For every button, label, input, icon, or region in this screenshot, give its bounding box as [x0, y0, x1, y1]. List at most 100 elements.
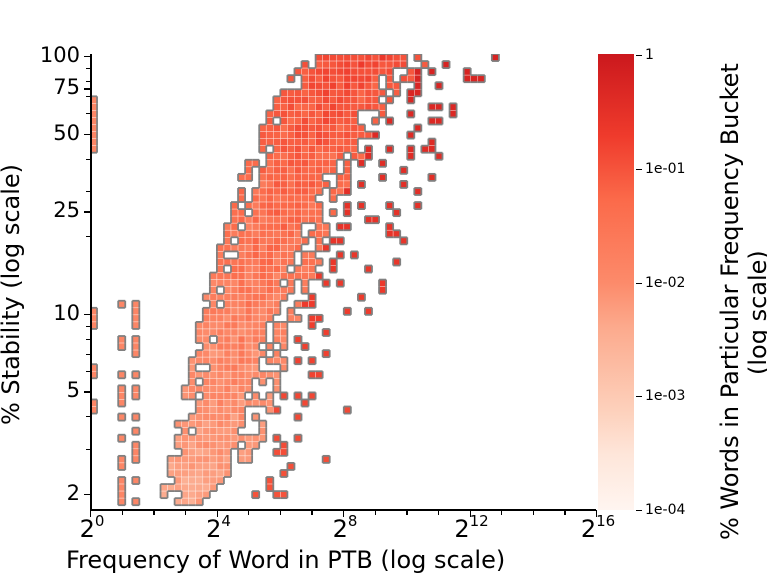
heatmap-cell — [265, 251, 274, 259]
heatmap-cell — [350, 145, 359, 154]
heatmap-cell — [167, 483, 175, 492]
heatmap-cell — [294, 434, 302, 443]
y-minor-tick — [86, 416, 90, 418]
heatmap-cell — [258, 314, 267, 323]
heatmap-cell — [181, 434, 190, 443]
heatmap-cell — [223, 258, 232, 266]
heatmap-cell — [265, 300, 274, 309]
heatmap-cell — [216, 265, 225, 273]
heatmap-cell — [117, 455, 126, 464]
heatmap-cell — [244, 448, 253, 457]
heatmap-cell — [230, 356, 239, 365]
heatmap-cell — [258, 138, 267, 146]
heatmap-cell — [273, 279, 281, 287]
heatmap-cell — [265, 117, 274, 125]
heatmap-cell — [336, 88, 345, 97]
colorbar-tick-label: 1e-04 — [645, 502, 686, 518]
heatmap-cell — [364, 215, 373, 224]
heatmap-cell — [216, 272, 225, 280]
heatmap-cell — [329, 81, 338, 90]
heatmap-cell — [223, 406, 232, 414]
heatmap-cell — [195, 385, 204, 393]
heatmap-cell — [131, 427, 140, 435]
heatmap-cell — [280, 286, 288, 294]
heatmap-cell — [117, 476, 126, 485]
heatmap-cell — [216, 321, 225, 330]
heatmap-cell — [244, 342, 253, 351]
heatmap-cell — [287, 237, 295, 245]
heatmap-cell — [329, 194, 338, 203]
heatmap-cell — [174, 469, 182, 478]
y-tick-label: 5 — [66, 378, 80, 403]
heatmap-cell — [308, 201, 316, 210]
heatmap-cell — [322, 60, 330, 69]
heatmap-cell — [364, 88, 373, 97]
heatmap-cell — [131, 392, 140, 400]
heatmap-cell — [315, 173, 323, 182]
heatmap-cell — [315, 145, 323, 154]
heatmap-cell — [244, 321, 253, 330]
heatmap-cell — [364, 131, 373, 139]
heatmap-cell — [265, 180, 274, 189]
heatmap-cell — [280, 194, 288, 203]
y-minor-tick — [86, 113, 90, 115]
heatmap-cell — [273, 244, 281, 252]
y-tick-mark — [84, 133, 90, 135]
heatmap-cell — [216, 370, 225, 379]
heatmap-cell — [251, 251, 260, 259]
heatmap-cell — [237, 335, 246, 344]
heatmap-cell — [244, 356, 253, 365]
heatmap-cell — [385, 201, 394, 210]
colorbar-tick — [636, 55, 642, 56]
heatmap — [90, 54, 500, 507]
heatmap-cell — [265, 265, 274, 273]
heatmap-cell — [392, 54, 401, 62]
y-minor-tick — [86, 158, 90, 160]
heatmap-cell — [230, 342, 239, 351]
heatmap-cell — [399, 166, 408, 175]
heatmap-cell — [273, 307, 281, 316]
heatmap-cell — [181, 462, 190, 471]
heatmap-cell — [202, 441, 211, 450]
heatmap-cell — [251, 349, 260, 358]
heatmap-cell — [244, 258, 253, 266]
heatmap-cell — [357, 74, 366, 83]
heatmap-cell — [237, 342, 246, 351]
heatmap-cell — [251, 356, 260, 365]
heatmap-cell — [202, 462, 211, 471]
heatmap-cell — [258, 258, 267, 266]
heatmap-cell — [308, 251, 316, 259]
heatmap-cell — [336, 138, 345, 146]
x-tick-mark — [216, 510, 218, 517]
heatmap-cell — [385, 222, 394, 231]
heatmap-cell — [237, 356, 246, 365]
heatmap-cell — [336, 131, 345, 139]
heatmap-cell — [273, 229, 281, 238]
heatmap-cell — [343, 159, 352, 168]
heatmap-cell — [244, 251, 253, 259]
heatmap-cell — [329, 117, 338, 125]
heatmap-cell — [258, 215, 267, 224]
heatmap-cell — [216, 406, 225, 414]
heatmap-cell — [265, 314, 274, 323]
heatmap-cell — [258, 187, 267, 196]
heatmap-cell — [364, 60, 373, 69]
heatmap-cell — [188, 448, 197, 457]
heatmap-cell — [287, 88, 295, 97]
heatmap-cell — [237, 173, 246, 182]
y-tick-label: 2 — [66, 481, 80, 505]
heatmap-cell — [223, 385, 232, 393]
heatmap-cell — [399, 237, 408, 245]
heatmap-cell — [350, 117, 359, 125]
heatmap-cell — [230, 300, 239, 309]
heatmap-cell — [273, 180, 281, 189]
heatmap-cell — [308, 392, 316, 400]
heatmap-cell — [223, 349, 232, 358]
heatmap-cell — [308, 215, 316, 224]
heatmap-cell — [244, 335, 253, 344]
heatmap-cell — [216, 244, 225, 252]
heatmap-cell — [202, 476, 211, 485]
heatmap-cell — [273, 201, 281, 210]
heatmap-cell — [322, 229, 330, 238]
heatmap-cell — [280, 166, 288, 175]
